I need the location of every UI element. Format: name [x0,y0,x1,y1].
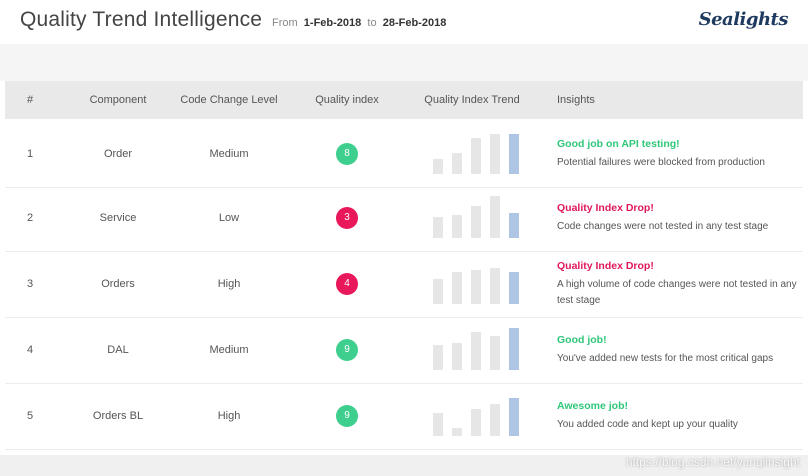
trend-bar [509,328,519,370]
code-change-level: High [217,410,241,422]
table-body: 1 Order Medium 8 Good job on API testing! Pot… [5,119,803,455]
insight: Good job! You've added new tests for the … [557,317,797,383]
row-number: 5 [27,410,34,422]
component-name: Orders BL [92,410,144,422]
from-date: 1-Feb-2018 [303,17,362,29]
insight-title: Quality Index Drop! [557,259,654,272]
trend-bar [509,134,519,174]
row-number: 4 [27,344,34,356]
trend-bar [509,272,519,304]
code-change-level: Low [218,212,240,224]
component-name: Service [99,212,137,224]
component-name: Order [103,148,133,160]
insight: Quality Index Drop! Code changes were not… [557,185,797,251]
row-number: 3 [27,278,34,290]
page-title: Quality Trend Intelligence [20,8,263,31]
report-header: Quality Trend Intelligence From 1-Feb-20… [0,0,808,45]
trend-bar [490,196,500,238]
trend-bar [433,279,443,304]
column-header-component: Component [89,94,147,106]
quality-trend-chart [433,326,523,378]
trend-bar [452,215,462,238]
quality-index-badge: 3 [336,207,358,229]
trend-bar [509,213,519,238]
insight-title: Good job! [557,333,607,346]
quality-index-badge: 4 [336,273,358,295]
trend-bar [471,409,481,436]
quality-index-badge: 9 [336,405,358,427]
insight-title: Awesome job! [557,399,628,412]
trend-bar [490,268,500,304]
quality-index-badge: 8 [336,143,358,165]
insight-description: Potential failures were blocked from pro… [557,156,765,168]
column-header-change-level: Code Change Level [180,94,278,106]
insight: Quality Index Drop! A high volume of code… [557,251,797,317]
insight: Good job on API testing! Potential failur… [557,121,797,187]
column-header-insights: Insights [557,94,595,106]
trend-bar [471,206,481,238]
trend-bar [452,153,462,174]
trend-bar [433,345,443,370]
table-row[interactable]: 3 Orders High 4 Quality Index Drop! A high vo… [5,251,803,318]
date-range: From 1-Feb-2018 to 28-Feb-2018 [272,17,446,29]
table-row[interactable]: 1 Order Medium 8 Good job on API testing! Pot… [5,121,803,188]
insight: Awesome job! You added code and kept up y… [557,383,797,449]
table-row[interactable]: 5 Orders BL High 9 Awesome job! You added cod… [5,383,803,450]
trend-bar [490,134,500,174]
insight-description: You've added new tests for the most crit… [557,352,774,364]
footer-band [0,455,808,476]
trend-bar [490,336,500,370]
code-change-level: High [217,278,241,290]
trend-bar [433,159,443,174]
filter-band [0,44,808,81]
table-header: # Component Code Change Level Quality in… [5,81,803,119]
to-date: 28-Feb-2018 [382,17,447,29]
trend-bar [509,398,519,436]
trend-bar [433,413,443,436]
code-change-level: Medium [209,344,249,356]
quality-trend-chart [433,130,523,182]
column-header-num: # [27,94,34,106]
insight-title: Good job on API testing! [557,137,680,150]
row-number: 2 [27,212,34,224]
code-change-level: Medium [209,148,249,160]
insight-description: Code changes were not tested in any test… [557,220,769,232]
watermark: https://blog.csdn.net/yunqiinsight [625,455,800,469]
table-row[interactable]: 4 DAL Medium 9 Good job! You've added new tes… [5,317,803,384]
row-number: 1 [27,148,34,160]
insight-title: Quality Index Drop! [557,201,654,214]
trend-bar [471,270,481,304]
column-header-quality-index: Quality index [315,94,379,106]
trend-bar [452,343,462,370]
trend-bar [433,217,443,238]
column-header-quality-trend: Quality Index Trend [424,94,520,106]
quality-index-badge: 9 [336,339,358,361]
trend-bar [452,428,462,436]
sealights-logo: Sealights [698,9,789,30]
quality-trend-chart [433,194,523,246]
table-row[interactable]: 2 Service Low 3 Quality Index Drop! Code chan… [5,185,803,252]
component-name: Orders [101,278,135,290]
from-label: From [272,17,298,29]
quality-trend-chart [433,392,523,444]
trend-bar [471,332,481,370]
insight-description: You added code and kept up your quality [557,418,738,430]
to-label: to [367,17,377,29]
trend-bar [452,272,462,304]
component-name: DAL [107,344,129,356]
insight-description: A high volume of code changes were not t… [557,278,797,306]
quality-trend-chart [433,260,523,312]
trend-bar [471,138,481,174]
trend-bar [490,404,500,436]
